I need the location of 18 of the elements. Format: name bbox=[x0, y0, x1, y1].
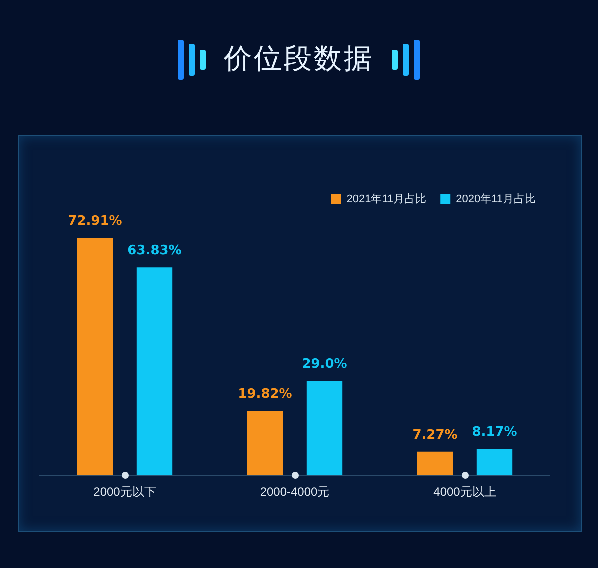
legend-label: 2021年11月占比 bbox=[346, 192, 427, 206]
bar bbox=[476, 448, 513, 476]
bar bbox=[417, 452, 454, 476]
data-label: 19.82% bbox=[238, 386, 292, 402]
legend-label: 2020年11月占比 bbox=[456, 192, 536, 206]
x-tick-label: 2000-4000元 bbox=[260, 485, 330, 500]
data-label: 8.17% bbox=[472, 424, 518, 440]
bar bbox=[306, 381, 343, 476]
bar bbox=[77, 238, 114, 476]
bar bbox=[247, 411, 284, 476]
chart-title: 价位段数据 bbox=[223, 41, 375, 77]
data-label: 7.27% bbox=[412, 428, 458, 443]
x-tick-label: 4000元以上 bbox=[434, 485, 496, 500]
x-tick-label: 2000元以下 bbox=[94, 485, 156, 500]
data-label: 72.91% bbox=[68, 214, 122, 229]
data-label: 63.83% bbox=[128, 244, 182, 259]
bar bbox=[136, 268, 173, 476]
data-label: 29.0% bbox=[302, 357, 348, 372]
